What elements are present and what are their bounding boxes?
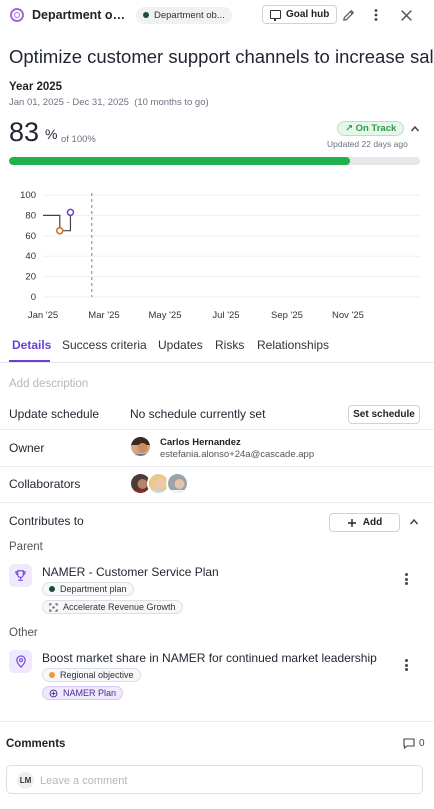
other-plan-label: NAMER Plan [63, 688, 117, 698]
type-dot-icon [49, 672, 55, 678]
add-contribution-button[interactable]: Add [329, 513, 400, 532]
goal-hub-label: Goal hub [286, 9, 330, 20]
panel-header: Department obj... Department ob... [0, 0, 434, 30]
progress-chart: 100 80 60 40 20 0 Jan '25 Mar '25 May '25 Jul '25… [20, 190, 420, 321]
goal-hub-icon [270, 10, 281, 21]
set-schedule-button[interactable]: Set schedule [348, 405, 420, 424]
divider [0, 721, 434, 722]
divider [0, 466, 434, 467]
other-more-button[interactable] [400, 657, 412, 673]
location-pin-icon [9, 650, 32, 673]
period-label: Year 2025 [9, 81, 63, 93]
owner-email: estefania.alonso+24a@cascade.app [160, 449, 315, 460]
target-icon [10, 8, 24, 22]
collaborators-label: Collaborators [9, 477, 81, 491]
comment-composer: LM [6, 765, 423, 794]
other-type-label: Regional objective [60, 670, 134, 680]
updated-timestamp: Updated 22 days ago [327, 139, 408, 149]
add-label: Add [362, 517, 383, 528]
parent-label: Parent [9, 541, 43, 553]
user-avatar: LM [17, 772, 34, 789]
chart-y-tick-label: 100 [20, 190, 36, 201]
divider [0, 429, 434, 430]
edit-button[interactable] [338, 5, 358, 25]
owner-name[interactable]: Carlos Hernandez [160, 437, 241, 448]
chevron-up-icon[interactable] [409, 517, 419, 527]
parent-type-chip: Department plan [42, 582, 134, 596]
chart-y-tick-label: 60 [25, 231, 36, 242]
chart-y-tick-label: 0 [31, 292, 36, 303]
chart-target-line [43, 214, 61, 231]
tab-details[interactable]: Details [12, 338, 52, 352]
tab-updates[interactable]: Updates [158, 338, 203, 352]
more-vertical-icon [374, 9, 378, 21]
contributes-to-title: Contributes to [9, 514, 84, 528]
add-description-field[interactable]: Add description [9, 378, 89, 390]
divider [0, 502, 434, 503]
progress-unit: % [45, 126, 58, 142]
chart-x-tick-label: Sep '25 [271, 310, 303, 321]
progress-value: 83 [9, 117, 40, 147]
chart-point [66, 208, 75, 217]
objective-type-pill[interactable]: Department ob... [136, 6, 232, 24]
close-button[interactable] [396, 5, 416, 25]
collaborator-avatar[interactable] [166, 472, 189, 495]
plus-icon [347, 518, 356, 527]
tab-risks[interactable]: Risks [215, 338, 245, 352]
panel-title: Department obj... [32, 8, 128, 22]
comments-title: Comments [6, 738, 66, 750]
progress-bar [9, 157, 420, 165]
type-dot-icon [143, 12, 149, 18]
goal-hub-button[interactable]: Goal hub [262, 5, 338, 24]
pencil-icon [342, 9, 354, 21]
parent-type-label: Department plan [60, 584, 127, 594]
date-range: Jan 01, 2025 - Dec 31, 2025 (10 months t… [9, 97, 209, 108]
tab-success-criteria[interactable]: Success criteria [62, 338, 147, 352]
plan-icon [49, 689, 58, 697]
chevron-up-icon[interactable] [410, 124, 420, 134]
type-dot-icon [49, 586, 55, 592]
update-schedule-label: Update schedule [9, 407, 100, 421]
chart-y-tick-label: 20 [25, 272, 36, 283]
other-goal-title[interactable]: Boost market share in NAMER for continue… [42, 651, 377, 665]
status-badge[interactable]: ↗ On Track [337, 121, 405, 136]
parent-goal-title[interactable]: NAMER - Customer Service Plan [42, 565, 219, 579]
parent-goal-chip[interactable]: Accelerate Revenue Growth [42, 600, 183, 614]
months-left: (10 months to go) [134, 97, 209, 108]
chart-x-tick-label: Nov '25 [332, 310, 364, 321]
update-schedule-value: No schedule currently set [130, 407, 266, 421]
other-plan-chip[interactable]: NAMER Plan [42, 686, 124, 700]
chart-x-tick-label: Mar '25 [88, 310, 119, 321]
progress-target: of 100% [61, 134, 96, 145]
comments-count-value: 0 [419, 738, 425, 749]
objective-type-label: Department ob... [154, 9, 225, 21]
focus-icon [49, 602, 58, 612]
chart-y-tick-label: 80 [25, 210, 36, 221]
objective-title: Optimize customer support channels to in… [9, 46, 434, 67]
close-icon [400, 9, 412, 21]
progress-bar-fill [9, 157, 351, 165]
chart-x-tick-label: May '25 [149, 310, 182, 321]
tab-relationships[interactable]: Relationships [257, 338, 330, 352]
chart-x-tick-label: Jul '25 [212, 310, 239, 321]
comment-icon [403, 738, 415, 749]
other-label: Other [9, 627, 38, 639]
chart-y-tick-label: 40 [25, 251, 36, 262]
owner-avatar[interactable] [129, 435, 152, 458]
trophy-icon [9, 564, 32, 587]
other-type-chip: Regional objective [42, 668, 141, 682]
more-options-button[interactable] [366, 5, 386, 25]
comment-input[interactable] [40, 772, 410, 789]
chart-x-tick-label: Jan '25 [28, 310, 58, 321]
parent-goal-label: Accelerate Revenue Growth [63, 602, 176, 612]
owner-label: Owner [9, 441, 45, 455]
collaborator-avatar[interactable] [147, 472, 170, 495]
date-range-text: Jan 01, 2025 - Dec 31, 2025 [9, 97, 129, 108]
comments-count[interactable]: 0 [403, 738, 425, 749]
active-tab-indicator [9, 360, 50, 362]
tab-bar: Details Success criteria Updates Risks R… [0, 334, 434, 363]
chart-point [56, 226, 64, 235]
parent-more-button[interactable] [400, 571, 412, 587]
